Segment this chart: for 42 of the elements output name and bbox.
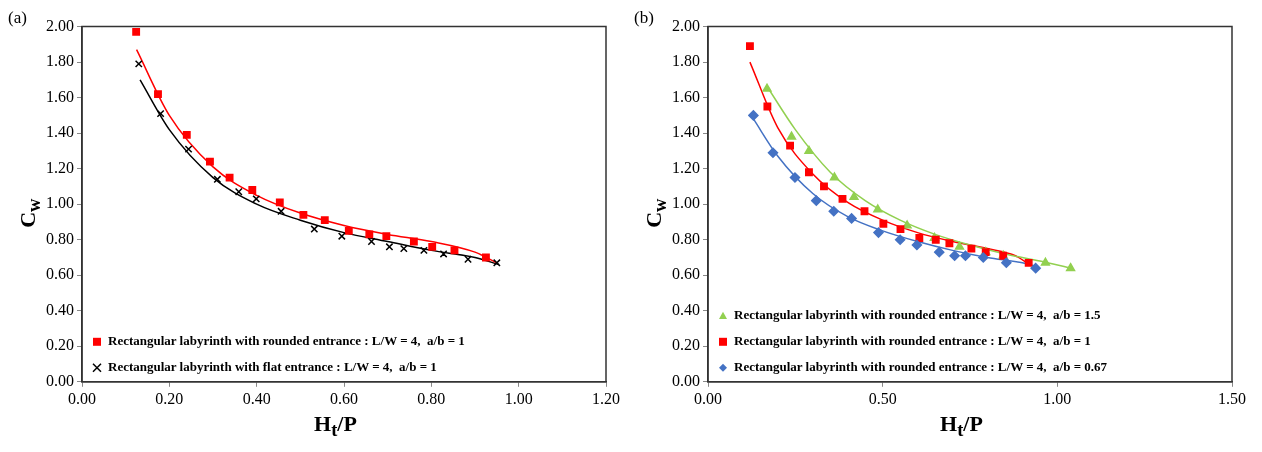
- y-tick-label: 0.40: [46, 300, 74, 318]
- x-tick-label: 1.50: [1218, 389, 1246, 407]
- chart-title: (b): [634, 8, 654, 28]
- y-tick-label: 0.80: [46, 229, 74, 247]
- x-axis-title: H$_{t}$/P: [939, 411, 984, 442]
- y-tick-label: 1.80: [672, 52, 700, 70]
- x-tick-label: 0.50: [868, 389, 897, 407]
- x-tick-label: 1.00: [1043, 389, 1072, 407]
- y-tick-label: 1.60: [672, 87, 700, 105]
- x-tick-label: 0.00: [694, 389, 722, 407]
- chart-title: (a): [8, 8, 27, 28]
- legend-label: Rectangular labyrinth with rounded entrance : L/W = 4, a/b = 1: [108, 333, 465, 349]
- y-tick-label: 2.00: [672, 16, 700, 34]
- y-tick-label: 1.20: [46, 158, 74, 176]
- y-tick-label: 0.20: [46, 336, 74, 354]
- x-tick-label: 0.60: [330, 389, 358, 407]
- legend-label: Rectangular labyrinth with flat entrance : L/W = 4, a/b = 1: [108, 359, 437, 375]
- y-tick-label: 1.40: [672, 123, 700, 141]
- x-axis-title: H$_{t}$/P: [313, 411, 358, 442]
- x-tick-label: 0.00: [68, 389, 96, 407]
- legend-label: Rectangular labyrinth with rounded entrance : L/W = 4, a/b = 1.5: [734, 307, 1102, 323]
- y-tick-label: 0.60: [672, 265, 700, 283]
- legend-label: Rectangular labyrinth with rounded entrance : L/W = 4, a/b = 0.67: [734, 359, 1108, 375]
- y-tick-label: 0.20: [672, 336, 700, 354]
- y-tick-label: 0.00: [46, 372, 74, 389]
- legend-label: Rectangular labyrinth with rounded entrance : L/W = 4, a/b = 1: [734, 333, 1091, 349]
- y-tick-label: 0.80: [672, 229, 700, 247]
- y-tick-label: 0.00: [672, 372, 700, 389]
- y-tick-label: 1.20: [672, 158, 700, 176]
- y-tick-label: 0.60: [46, 265, 74, 283]
- y-tick-label: 1.80: [46, 52, 74, 70]
- y-tick-label: 1.00: [672, 194, 700, 212]
- y-tick-label: 1.60: [46, 87, 74, 105]
- y-tick-label: 2.00: [46, 16, 74, 34]
- y-tick-label: 0.40: [672, 300, 700, 318]
- x-tick-label: 0.80: [417, 389, 446, 407]
- x-tick-label: 1.20: [592, 389, 620, 407]
- x-tick-label: 0.20: [155, 389, 184, 407]
- y-tick-label: 1.40: [46, 123, 74, 141]
- x-tick-label: 0.40: [242, 389, 271, 407]
- x-tick-label: 1.00: [504, 389, 533, 407]
- y-tick-label: 1.00: [46, 194, 74, 212]
